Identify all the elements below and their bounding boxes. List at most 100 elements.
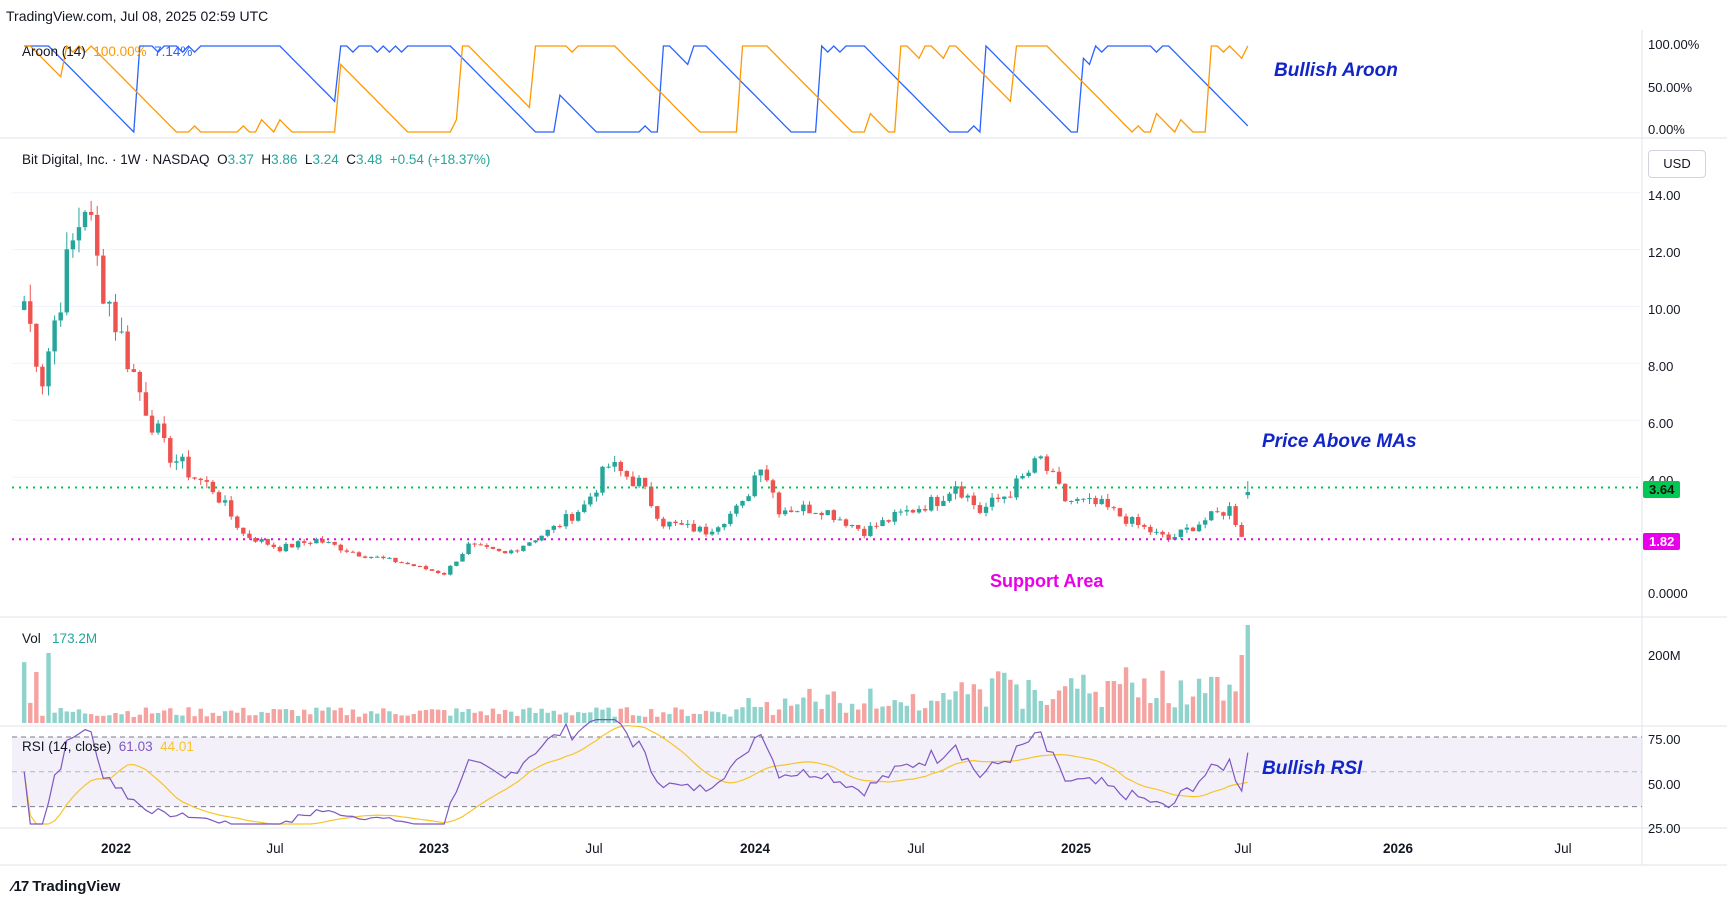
x-tick: 2023 — [418, 841, 450, 856]
candle-body — [235, 516, 240, 528]
candle-body — [1075, 498, 1080, 501]
candle-body — [874, 525, 879, 527]
volume-bar — [563, 712, 569, 723]
candle-body — [192, 477, 197, 479]
candle-body — [131, 369, 136, 372]
volume-bar — [758, 707, 763, 723]
volume-bar — [259, 711, 264, 723]
volume-bar — [277, 709, 283, 723]
volume-bar — [795, 704, 800, 723]
candle-body — [947, 493, 952, 501]
volume-bar — [1117, 684, 1123, 723]
chart-header: TradingView.com, Jul 08, 2025 02:59 UTC — [6, 8, 269, 24]
volume-bar — [1129, 682, 1135, 723]
volume-bar — [180, 715, 185, 723]
volume-bar — [302, 709, 307, 723]
candle-body — [1044, 456, 1050, 471]
volume-bar — [76, 709, 82, 723]
volume-bar — [685, 716, 690, 723]
close-label: C — [346, 152, 356, 167]
candle-body — [886, 520, 891, 522]
volume-bar — [862, 703, 867, 723]
volume-bar — [709, 711, 715, 723]
volume-bar — [137, 714, 143, 723]
candle-body — [332, 541, 337, 545]
volume-bar — [1209, 676, 1214, 723]
volume-bar — [52, 712, 57, 723]
candle-body — [1123, 516, 1129, 524]
candle-body — [460, 554, 465, 562]
volume-bar — [691, 713, 697, 723]
candle-body — [898, 511, 903, 513]
candle-body — [277, 547, 283, 552]
candle-body — [1129, 517, 1135, 524]
candle-body — [393, 557, 398, 563]
candle-body — [764, 469, 770, 481]
volume-bar — [174, 714, 179, 723]
volume-bar — [789, 705, 794, 723]
volume-bar — [308, 714, 313, 723]
candle-body — [1245, 491, 1250, 496]
candle-body — [88, 211, 94, 215]
volume-bar — [338, 707, 343, 723]
volume-bar — [472, 712, 477, 723]
x-tick: 2025 — [1060, 841, 1092, 856]
candle-body — [448, 565, 453, 575]
currency-button[interactable]: USD — [1648, 150, 1706, 178]
candle-body — [70, 240, 76, 250]
candle-body — [40, 366, 45, 387]
candle-body — [929, 496, 934, 511]
volume-bar — [880, 706, 885, 723]
candle-body — [137, 371, 143, 393]
candle-body — [575, 512, 581, 521]
candle-body — [606, 466, 611, 468]
volume-bar — [350, 709, 356, 723]
volume-bar — [222, 711, 228, 723]
candle-body — [922, 508, 928, 511]
volume-bar — [1245, 625, 1250, 723]
volume-bar — [545, 712, 550, 723]
aroon-up-value: 100.00% — [93, 44, 147, 59]
volume-bar — [1239, 655, 1244, 723]
volume-bar — [594, 707, 599, 723]
candle-body — [180, 456, 185, 462]
candle-body — [1202, 520, 1208, 525]
volume-bar — [247, 715, 252, 723]
candle-body — [1062, 483, 1068, 502]
volume-bar — [752, 706, 757, 723]
volume-bar — [1172, 707, 1177, 723]
volume-bar — [1008, 679, 1013, 723]
volume-bar — [667, 714, 672, 723]
volume-bar — [1026, 679, 1031, 723]
volume-bar — [502, 709, 508, 723]
candle-body — [612, 461, 617, 467]
volume-bar — [405, 715, 410, 723]
candle-body — [539, 535, 544, 541]
volume-bar — [1002, 672, 1007, 723]
volume-bar — [953, 691, 958, 723]
volume-bar — [557, 714, 563, 723]
candle-body — [1069, 500, 1074, 502]
volume-bar — [782, 698, 788, 723]
volume-bar — [125, 711, 130, 723]
rsi-legend: RSI (14, close) 61.03 44.01 — [22, 739, 194, 754]
rsi-ma-value: 44.01 — [160, 739, 194, 754]
candle-body — [880, 520, 885, 527]
candle-body — [1111, 507, 1117, 509]
volume-bar — [1075, 688, 1080, 723]
volume-bar — [977, 689, 983, 723]
candle-body — [563, 514, 569, 527]
volume-bar — [825, 694, 830, 723]
candle-body — [667, 521, 672, 527]
rsi-ma-line — [23, 724, 1248, 825]
volume-bar — [356, 716, 362, 723]
volume-bar — [886, 705, 891, 723]
candle-body — [161, 423, 167, 439]
candle-body — [1038, 456, 1044, 459]
candle-body — [971, 495, 977, 506]
candle-body — [1178, 529, 1184, 537]
candle-body — [600, 466, 605, 493]
volume-bar — [161, 710, 167, 723]
volume-bar — [989, 678, 995, 723]
